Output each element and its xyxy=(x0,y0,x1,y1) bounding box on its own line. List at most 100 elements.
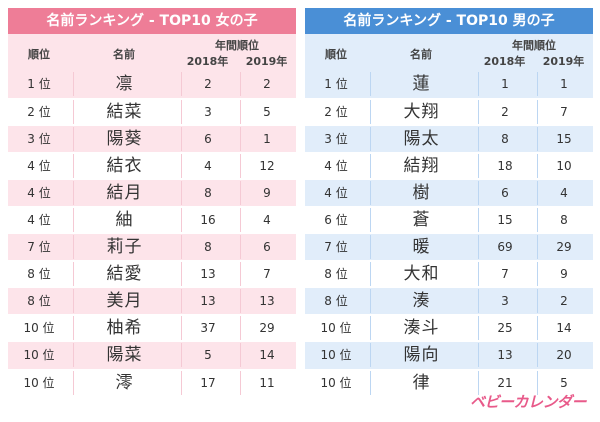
boys-cell-name: 蓮 xyxy=(367,71,475,99)
boys-header-rank: 順位 xyxy=(305,34,367,71)
boys-name-value: 結翔 xyxy=(370,153,472,178)
table-row: 2 位結菜 3 5 xyxy=(8,98,296,126)
boys-y2018-value: 15 xyxy=(478,208,531,233)
girls-y2018-value: 8 xyxy=(181,235,234,260)
boys-y2019-value: 29 xyxy=(537,235,590,260)
girls-name-value: 凛 xyxy=(73,72,175,97)
boys-ranking-panel: 名前ランキング - TOP10 男の子 順位 名前 年間順位 2018年 201… xyxy=(305,8,593,397)
boys-header-2019: 2019年 xyxy=(534,53,593,71)
table-row: 10 位陽向 13 20 xyxy=(305,341,593,370)
boys-cell-rank: 3 位 xyxy=(305,125,367,153)
boys-cell-y2018: 69 xyxy=(475,233,534,262)
baby-calendar-logo: ベビーカレンダー xyxy=(469,393,587,411)
boys-cell-y2018: 7 xyxy=(475,260,534,289)
girls-rank-value: 10 位 xyxy=(11,343,67,368)
table-row: 7 位莉子 8 6 xyxy=(8,233,296,262)
boys-cell-y2019: 10 xyxy=(534,152,593,180)
boys-y2019-value: 4 xyxy=(537,180,590,205)
boys-y2019-value: 7 xyxy=(537,99,590,124)
girls-cell-y2018: 8 xyxy=(178,233,237,262)
boys-panel-title: 名前ランキング - TOP10 男の子 xyxy=(305,8,593,34)
girls-cell-name: 結愛 xyxy=(70,260,178,289)
boys-cell-rank: 4 位 xyxy=(305,152,367,180)
girls-y2018-value: 4 xyxy=(181,153,234,178)
boys-cell-y2019: 1 xyxy=(534,71,593,99)
boys-name-value: 大和 xyxy=(370,262,472,287)
table-row: 8 位美月 13 13 xyxy=(8,287,296,316)
girls-cell-y2019: 11 xyxy=(237,369,296,397)
girls-name-value: 美月 xyxy=(73,289,175,314)
table-row: 10 位律 21 5 xyxy=(305,369,593,397)
boys-name-value: 樹 xyxy=(370,180,472,205)
boys-cell-name: 陽太 xyxy=(367,125,475,153)
girls-cell-name: 澪 xyxy=(70,369,178,397)
girls-header-name: 名前 xyxy=(70,34,178,71)
girls-y2019-value: 14 xyxy=(240,343,293,368)
boys-cell-name: 蒼 xyxy=(367,206,475,235)
girls-cell-rank: 1 位 xyxy=(8,71,70,99)
girls-cell-rank: 3 位 xyxy=(8,125,70,153)
girls-name-value: 柚希 xyxy=(73,316,175,341)
girls-cell-y2018: 13 xyxy=(178,260,237,289)
girls-y2018-value: 16 xyxy=(181,208,234,233)
girls-cell-name: 美月 xyxy=(70,287,178,316)
boys-cell-y2019: 8 xyxy=(534,206,593,235)
girls-cell-y2019: 5 xyxy=(237,98,296,126)
boys-cell-y2019: 5 xyxy=(534,369,593,397)
boys-y2018-value: 7 xyxy=(478,262,531,287)
boys-name-value: 陽太 xyxy=(370,126,472,151)
boys-y2019-value: 10 xyxy=(537,153,590,178)
boys-name-value: 暖 xyxy=(370,235,472,260)
girls-header-2018: 2018年 xyxy=(178,53,237,71)
girls-name-value: 澪 xyxy=(73,370,175,395)
girls-y2019-value: 29 xyxy=(240,316,293,341)
boys-y2019-value: 20 xyxy=(537,343,590,368)
boys-cell-y2019: 20 xyxy=(534,341,593,370)
girls-y2018-value: 37 xyxy=(181,316,234,341)
girls-rank-value: 2 位 xyxy=(11,99,67,124)
girls-cell-name: 凛 xyxy=(70,71,178,99)
boys-rank-value: 3 位 xyxy=(308,126,364,151)
girls-y2019-value: 12 xyxy=(240,153,293,178)
girls-y2019-value: 1 xyxy=(240,126,293,151)
girls-y2019-value: 2 xyxy=(240,72,293,97)
girls-cell-y2019: 14 xyxy=(237,341,296,370)
boys-cell-rank: 2 位 xyxy=(305,98,367,126)
girls-cell-y2019: 2 xyxy=(237,71,296,99)
boys-cell-rank: 6 位 xyxy=(305,206,367,235)
table-row: 10 位澪 17 11 xyxy=(8,369,296,397)
boys-y2019-value: 1 xyxy=(537,72,590,97)
boys-cell-y2018: 2 xyxy=(475,98,534,126)
boys-y2019-value: 14 xyxy=(537,316,590,341)
girls-name-value: 陽菜 xyxy=(73,343,175,368)
boys-rank-value: 8 位 xyxy=(308,262,364,287)
girls-cell-y2018: 17 xyxy=(178,369,237,397)
boys-name-value: 律 xyxy=(370,370,472,395)
boys-rank-value: 8 位 xyxy=(308,289,364,314)
girls-rank-value: 8 位 xyxy=(11,262,67,287)
table-row: 10 位柚希 37 29 xyxy=(8,314,296,343)
boys-header-name: 名前 xyxy=(367,34,475,71)
boys-rank-value: 2 位 xyxy=(308,99,364,124)
girls-cell-rank: 4 位 xyxy=(8,206,70,235)
girls-cell-name: 結月 xyxy=(70,179,178,207)
girls-cell-name: 結衣 xyxy=(70,152,178,180)
boys-cell-y2018: 21 xyxy=(475,369,534,397)
girls-cell-y2018: 37 xyxy=(178,314,237,343)
boys-name-value: 湊斗 xyxy=(370,316,472,341)
girls-cell-rank: 4 位 xyxy=(8,179,70,207)
table-row: 8 位大和 7 9 xyxy=(305,260,593,289)
girls-header-rank: 順位 xyxy=(8,34,70,71)
girls-y2018-value: 13 xyxy=(181,262,234,287)
girls-rank-value: 10 位 xyxy=(11,316,67,341)
girls-y2018-value: 8 xyxy=(181,180,234,205)
boys-y2018-value: 13 xyxy=(478,343,531,368)
girls-cell-rank: 8 位 xyxy=(8,260,70,289)
boys-cell-rank: 7 位 xyxy=(305,233,367,262)
girls-cell-y2018: 6 xyxy=(178,125,237,153)
boys-y2019-value: 8 xyxy=(537,208,590,233)
table-row: 3 位陽葵 6 1 xyxy=(8,125,296,153)
